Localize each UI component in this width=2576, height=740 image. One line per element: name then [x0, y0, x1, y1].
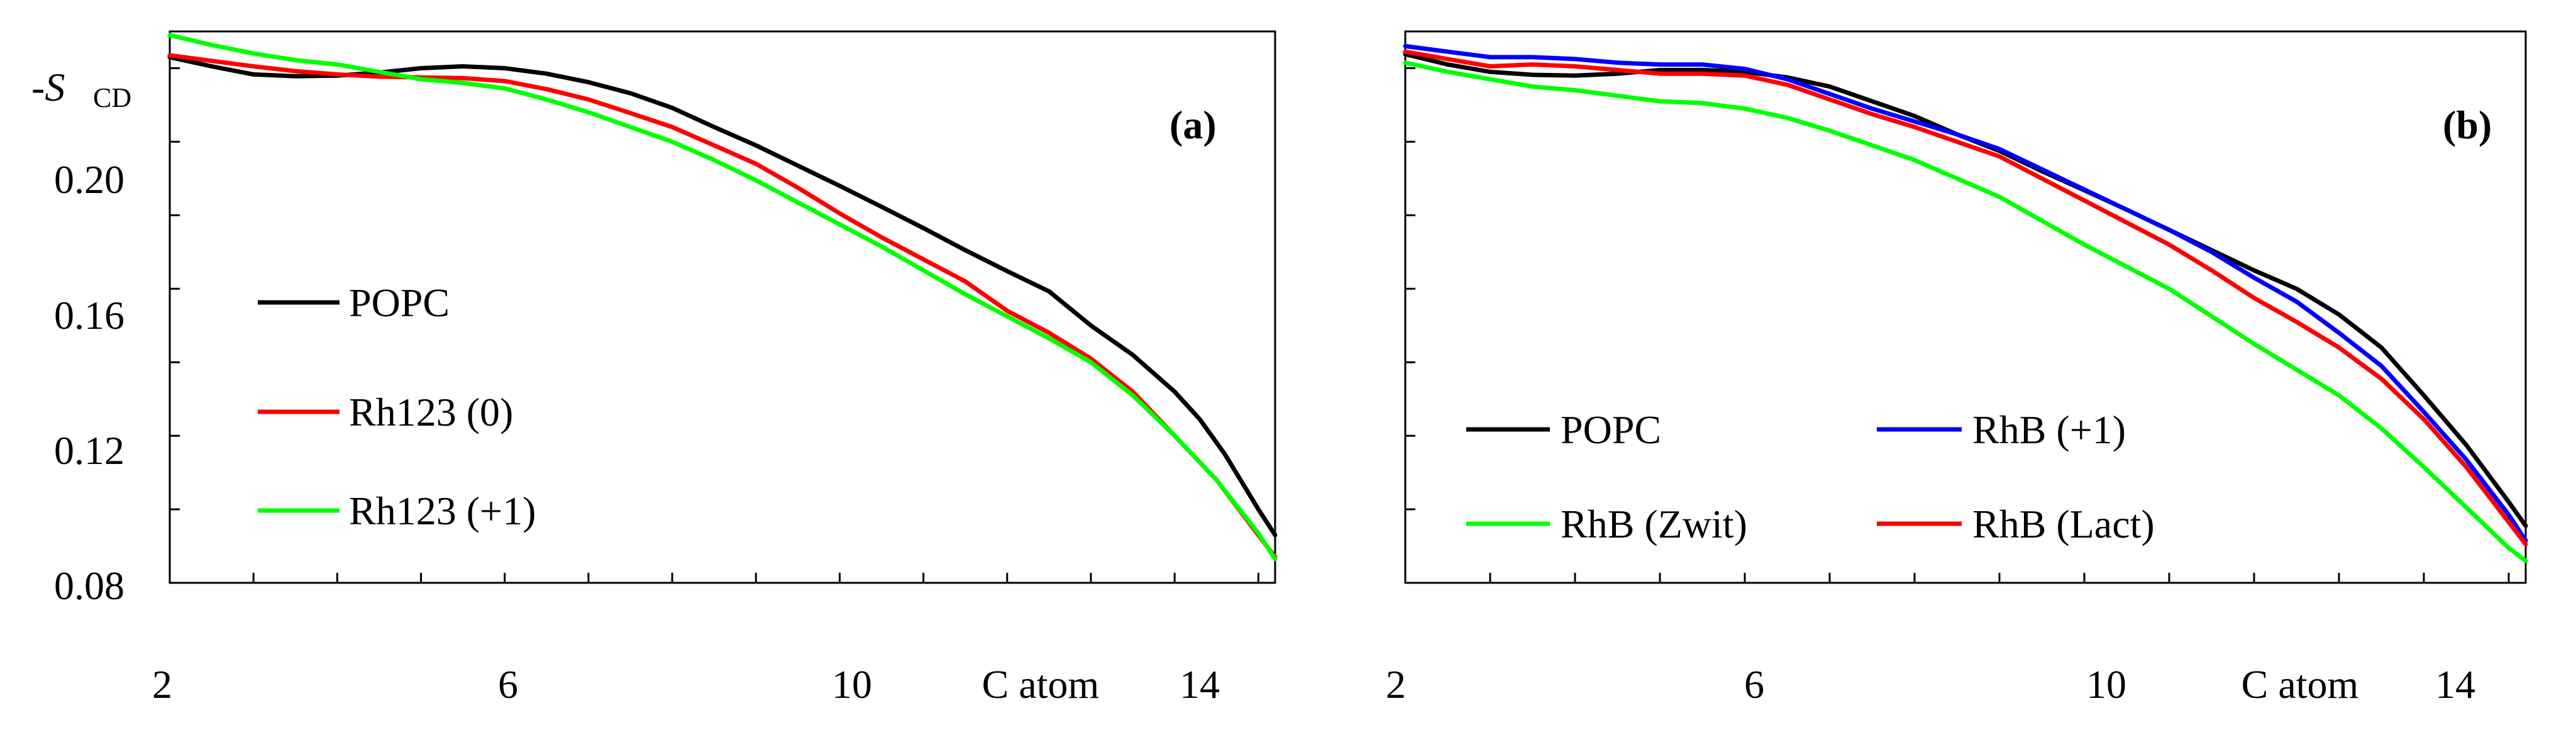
panel-a-series-popc — [167, 55, 1278, 538]
panel-b-series-rhb-1 — [1403, 43, 2528, 543]
legend-label-popc: POPC — [349, 280, 450, 325]
panel-a-ylabel-subscript: CD — [93, 82, 131, 113]
legend-label-popc-b: POPC — [1561, 407, 1661, 452]
panel-a-xtick-label: 6 — [498, 662, 518, 707]
panel-a-ytick-label: 0.16 — [54, 293, 124, 338]
panel-b-xtick-label: 2 — [1386, 662, 1406, 707]
panel-a-legend: POPC Rh123 (0) Rh123 (+1) — [258, 280, 536, 533]
legend-label-rhb-lact: RhB (Lact) — [1972, 502, 2155, 546]
panel-a-ytick-label: 0.12 — [54, 428, 124, 473]
panel-a-series-rh123-0 — [167, 53, 1278, 560]
panel-a-tag: (a) — [1169, 102, 1217, 147]
legend-label-rhb-zwit: RhB (Zwit) — [1561, 502, 1747, 546]
panel-b-legend: POPC RhB (+1) RhB (Zwit) RhB (Lact) — [1466, 407, 2155, 546]
panel-b-series-rhb-zwit — [1403, 60, 2528, 563]
panel-a-series-rh123-1 — [167, 33, 1278, 561]
panel-b-xtick-label: 10 — [2086, 662, 2126, 707]
panel-b-xtick-label: 14 — [2435, 662, 2475, 707]
panel-b-xtick-label: 6 — [1744, 662, 1764, 707]
legend-label-rh123-0: Rh123 (0) — [349, 390, 513, 434]
panel-a-ticks — [169, 67, 1259, 584]
panel-b-xlabel: C atom — [2242, 662, 2359, 707]
panel-b-series — [1403, 43, 2528, 563]
panel-b-series-rhb-lact — [1403, 49, 2528, 547]
panel-a-ytick-label: 0.08 — [54, 563, 124, 608]
panel-b-tag: (b) — [2443, 102, 2492, 147]
legend-label-rh123-plus1: Rh123 (+1) — [349, 489, 536, 533]
panel-a-plot-frame — [169, 30, 1276, 584]
panel-a-xtick-label: 10 — [832, 662, 872, 707]
panel-a-series — [167, 33, 1278, 561]
panel-b-series-popc — [1403, 52, 2528, 528]
panel-a-xlabel: C atom — [982, 662, 1100, 707]
panel-a: -S CD 0.20 0.16 0.12 0.08 2 6 10 14 C at… — [31, 30, 1278, 707]
panel-b-plot-frame — [1404, 30, 2527, 584]
panel-b-ticks — [1404, 67, 2510, 584]
panel-a-xtick-label: 14 — [1180, 662, 1220, 707]
panel-a-ytick-label: 0.20 — [54, 157, 124, 202]
panel-a-xtick-label: 2 — [152, 662, 172, 707]
panel-a-ylabel: -S — [31, 65, 65, 109]
legend-label-rhb-plus1: RhB (+1) — [1972, 407, 2126, 452]
panel-b: 2 6 10 14 C atom (b) POPC RhB (+1) RhB (… — [1386, 30, 2528, 707]
